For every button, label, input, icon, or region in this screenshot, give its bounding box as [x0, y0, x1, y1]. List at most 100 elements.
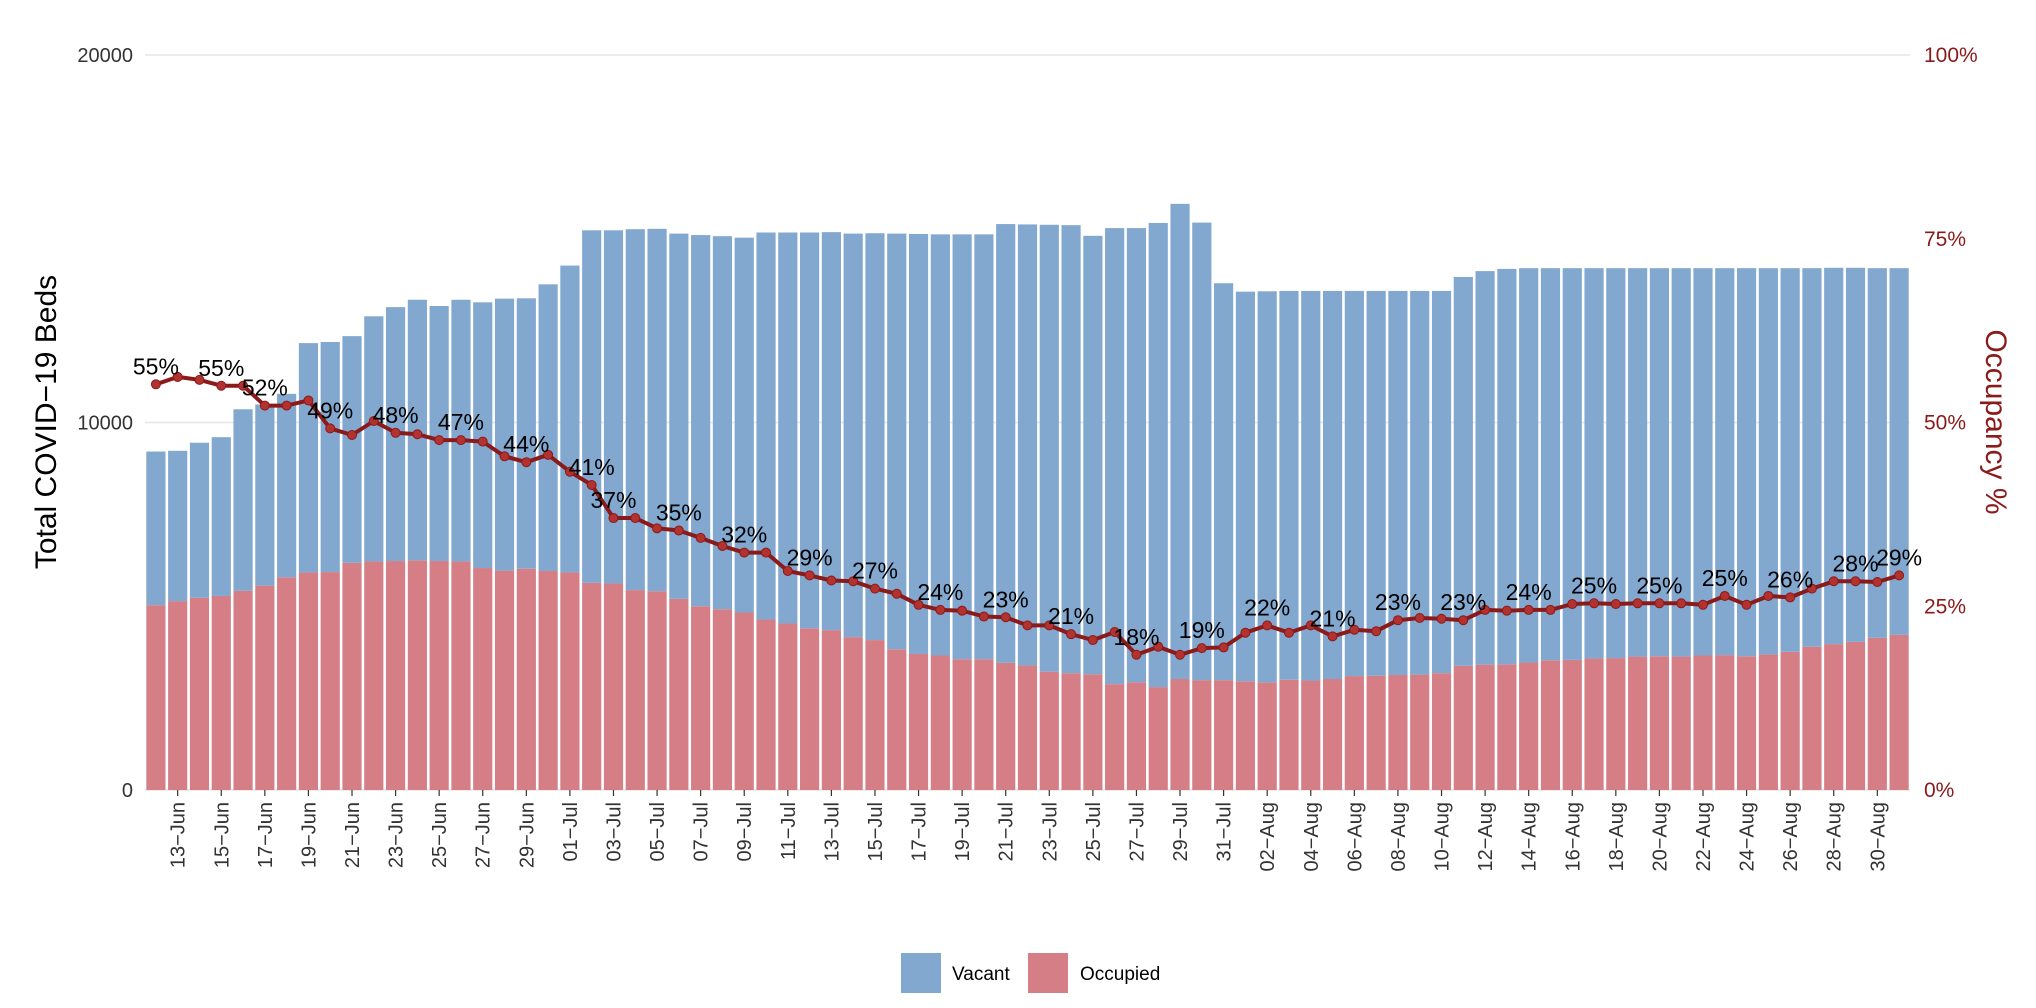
y-tick-label: 10000	[77, 413, 133, 435]
occupancy-point	[216, 380, 227, 391]
bar-vacant	[1736, 268, 1757, 657]
bar-vacant	[1061, 225, 1081, 674]
bar-vacant	[1322, 290, 1343, 680]
occupancy-label: 47%	[438, 409, 484, 435]
x-tick-label: 03−Jul	[604, 802, 626, 862]
occupancy-point	[1000, 612, 1011, 623]
occupancy-label: 21%	[1310, 605, 1356, 631]
occupancy-point	[1894, 570, 1905, 581]
occupancy-point	[1240, 627, 1251, 638]
x-tick-label: 29−Jul	[1170, 802, 1192, 862]
occupancy-point	[848, 576, 859, 587]
bar-occupied	[494, 570, 515, 790]
bar-occupied	[1780, 651, 1800, 790]
x-tick-label: 25−Jun	[429, 802, 451, 868]
y-tick-label: 0	[122, 780, 133, 802]
x-tick-label: 07−Jul	[691, 802, 713, 862]
bar-occupied	[996, 662, 1016, 790]
occupancy-label: 29%	[787, 544, 833, 570]
bar-occupied	[865, 640, 885, 790]
bar-vacant	[1845, 267, 1866, 642]
bar-occupied	[189, 597, 210, 790]
occupancy-point	[1676, 598, 1687, 609]
occupancy-label: 23%	[1440, 589, 1486, 615]
bar-occupied	[146, 605, 166, 790]
bar-vacant	[1780, 268, 1800, 652]
x-tick-label: 17−Jul	[909, 802, 931, 862]
occupancy-point	[521, 457, 532, 468]
bar-occupied	[277, 577, 297, 790]
x-tick-label: 14−Aug	[1519, 802, 1541, 872]
x-tick-label: 01−Jul	[560, 802, 582, 862]
right-axis: 0% 25% 50% 75% 100%	[1924, 44, 1978, 802]
bar-occupied	[1453, 665, 1473, 790]
bar-occupied	[1497, 664, 1517, 790]
occupancy-point	[630, 513, 641, 524]
bar-occupied	[1802, 646, 1822, 790]
bar-vacant	[1279, 290, 1299, 680]
bar-vacant	[320, 342, 340, 573]
bar-vacant	[1824, 267, 1844, 645]
x-tick-label: 04−Aug	[1301, 802, 1323, 872]
x-tick-label: 24−Aug	[1737, 802, 1759, 872]
bar-vacant	[691, 235, 711, 607]
occupancy-label: 19%	[1179, 617, 1225, 643]
x-tick-label: 05−Jul	[647, 802, 669, 862]
bar-vacant	[887, 233, 907, 650]
occupancy-point	[1414, 613, 1425, 624]
bar-occupied	[1061, 673, 1081, 790]
bar-occupied	[821, 630, 841, 790]
bar-occupied	[1758, 654, 1778, 790]
bar-occupied	[974, 659, 994, 790]
occupancy-point	[564, 466, 575, 477]
bar-occupied	[1671, 656, 1691, 790]
legend: Vacant Occupied	[901, 953, 1160, 993]
occupancy-line-layer	[150, 371, 1905, 660]
bar-occupied	[952, 659, 972, 790]
bar-vacant	[538, 284, 558, 571]
occupancy-label: 49%	[307, 397, 353, 423]
bar-vacant	[1083, 235, 1103, 675]
x-tick-label: 09−Jul	[734, 802, 756, 862]
bar-occupied	[1214, 680, 1234, 790]
bar-vacant	[1475, 271, 1495, 665]
occupancy-point	[891, 588, 902, 599]
occupancy-point	[673, 525, 684, 536]
bar-occupied	[1519, 662, 1539, 790]
bar-occupied	[1824, 644, 1844, 790]
bar-occupied	[1366, 675, 1386, 790]
occupancy-point	[957, 605, 968, 616]
bar-occupied	[1584, 658, 1604, 790]
bar-occupied	[1017, 665, 1038, 790]
bar-occupied	[560, 572, 580, 790]
bar-vacant	[189, 442, 210, 598]
x-tick-label: 22−Aug	[1693, 802, 1715, 872]
occupancy-point	[695, 532, 706, 543]
bar-vacant	[1606, 268, 1626, 659]
x-tick-label: 19−Jun	[298, 802, 320, 868]
occupancy-point	[1305, 620, 1316, 631]
bar-vacant	[821, 232, 841, 631]
bar-occupied	[1039, 671, 1059, 790]
occupancy-point	[1371, 626, 1382, 637]
bar-vacant	[625, 229, 645, 591]
occupancy-point	[172, 371, 183, 382]
bar-vacant	[1039, 224, 1059, 672]
bar-occupied	[1410, 674, 1430, 790]
bar-occupied	[1388, 674, 1408, 790]
bar-occupied	[342, 562, 362, 790]
occupancy-label: 55%	[133, 353, 179, 379]
occupancy-point	[1109, 626, 1120, 637]
bar-occupied	[1148, 687, 1168, 790]
bar-vacant	[1257, 291, 1277, 683]
bar-vacant	[494, 298, 515, 571]
bar-vacant	[342, 336, 362, 563]
x-tick-label: 23−Jun	[386, 802, 408, 868]
bar-occupied	[1322, 679, 1343, 790]
bar-vacant	[560, 265, 580, 573]
occupancy-label: 24%	[917, 579, 963, 605]
occupancy-label: 23%	[1375, 589, 1421, 615]
occupancy-point	[1654, 598, 1665, 609]
occupancy-point	[1501, 605, 1512, 616]
bar-occupied	[1257, 682, 1277, 790]
